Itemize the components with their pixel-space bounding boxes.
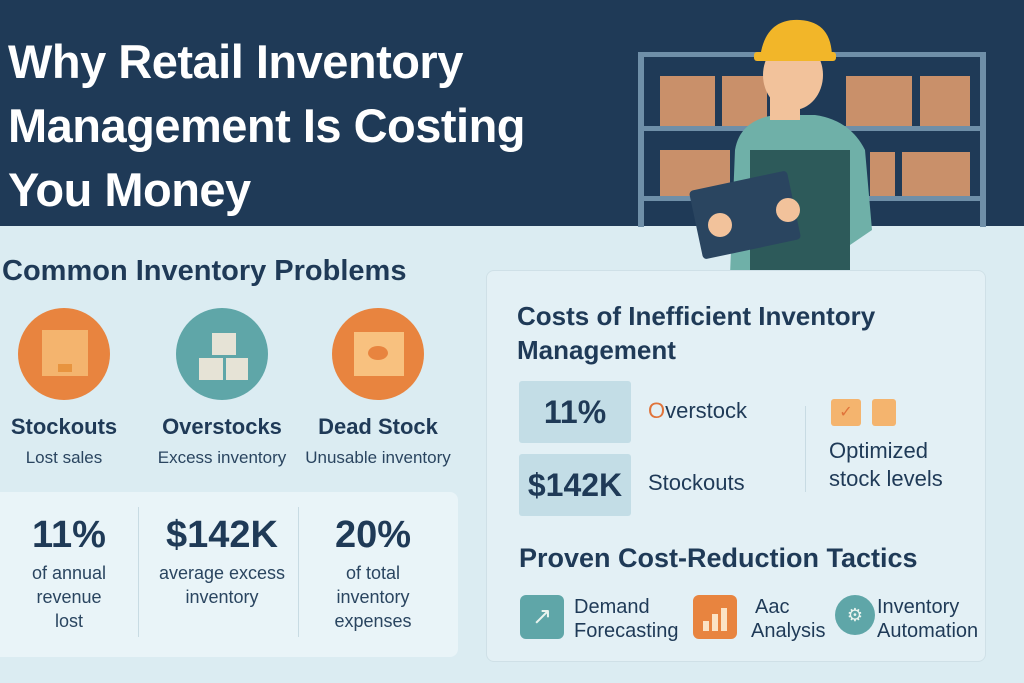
stacked-boxes-icon [176,308,268,400]
problem-overstocks: Overstocks Excess inventory [143,308,301,468]
bar-chart-icon [693,595,737,639]
costs-title: Costs of Inefficient Inventory Managemen… [517,301,876,365]
stockouts-value: $142K [519,454,631,516]
problem-stockouts: Stockouts Lost sales [0,308,143,468]
page-title: Why Retail Inventory Management Is Costi… [8,35,526,216]
worker-icon [689,19,872,275]
tactics-title: Proven Cost-Reduction Tactics [519,543,918,573]
optimized-label: Optimized stock levels [829,438,943,491]
problems-title: Common Inventory Problems [2,255,407,287]
stat-inventory-expenses: 20% of total inventory expenses [334,514,412,631]
trend-up-icon: ↗ [520,595,564,639]
stockouts-label: Stockouts [648,470,745,495]
costs-panel: Costs of Inefficient Inventory Managemen… [486,270,986,662]
automation-icon: ⚙ [835,595,875,635]
warehouse-worker-illustration [638,19,986,275]
divider [138,507,139,637]
problem-dead-stock: Dead Stock Unusable inventory [299,308,457,468]
stat-excess-inventory: $142K average excess inventory [158,514,286,607]
checkbox-icon: ✓ [831,399,861,426]
stat-revenue-lost: 11% of annual revenue lost [31,514,107,631]
divider [298,507,299,637]
folder-icon [872,399,896,426]
stats-panel: 11% of annual revenue lost $142K average… [0,492,458,657]
box-icon [18,308,110,400]
fish-box-icon [332,308,424,400]
overstock-label: Overstock [648,398,748,423]
divider [805,406,806,492]
overstock-value: 11% [519,381,631,443]
